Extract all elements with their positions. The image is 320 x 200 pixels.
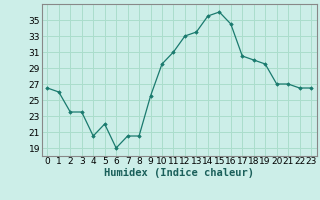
- X-axis label: Humidex (Indice chaleur): Humidex (Indice chaleur): [104, 168, 254, 178]
